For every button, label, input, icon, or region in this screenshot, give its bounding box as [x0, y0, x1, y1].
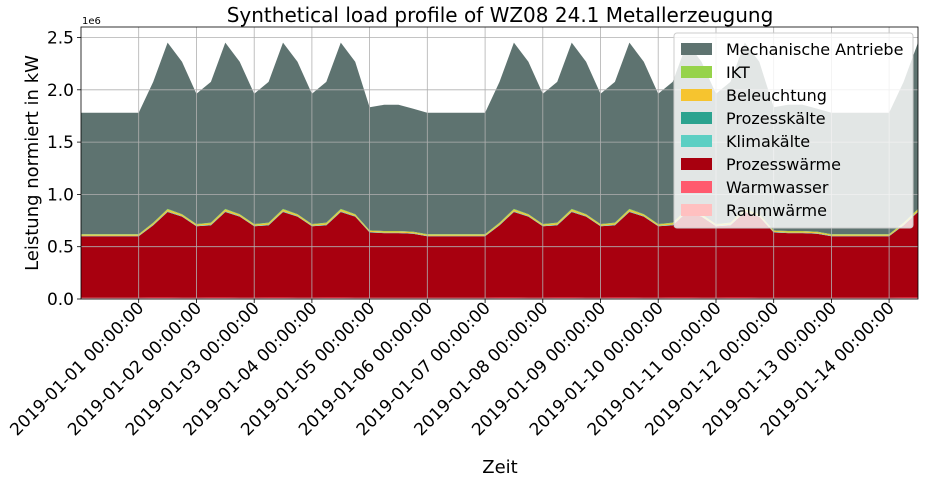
- legend-label-ikt: IKT: [726, 63, 750, 82]
- x-axis-label: Zeit: [482, 457, 517, 478]
- y-tick-label: 2.0: [47, 81, 74, 101]
- y-offset-label: 1e6: [82, 16, 101, 27]
- y-tick-label: 0.5: [47, 238, 74, 258]
- legend-label-klimakalte: Klimakälte: [726, 132, 810, 151]
- legend-swatch-prozesswarme: [681, 158, 712, 170]
- y-tick-label: 0.0: [47, 290, 74, 310]
- chart-title: Synthetical load profile of WZ08 24.1 Me…: [227, 3, 774, 27]
- legend-label-prozesskalte: Prozesskälte: [726, 109, 826, 128]
- plot-frame: [80, 26, 919, 300]
- legend-label-raumwarme: Raumwärme: [726, 201, 827, 220]
- legend-label-warmwasser: Warmwasser: [726, 178, 829, 197]
- legend-label-mechanische-antriebe: Mechanische Antriebe: [726, 40, 903, 59]
- area-prozesswarme: [81, 212, 918, 298]
- legend-swatch-mechanische-antriebe: [681, 43, 712, 55]
- y-tick-label: 1.5: [47, 133, 74, 153]
- y-tick-label: 2.5: [47, 29, 74, 49]
- legend-label-prozesswarme: Prozesswärme: [726, 155, 841, 174]
- legend-box: [673, 32, 914, 229]
- y-tick-label: 1.0: [47, 185, 74, 205]
- legend-swatch-warmwasser: [681, 181, 712, 193]
- legend-label-beleuchtung: Beleuchtung: [726, 86, 827, 105]
- legend-swatch-raumwarme: [681, 204, 712, 216]
- legend-swatch-klimakalte: [681, 135, 712, 147]
- legend-items: Mechanische Antriebe IKT Beleuchtung Prozes…: [681, 40, 903, 220]
- legend-swatch-ikt: [681, 66, 712, 78]
- legend: Mechanische Antriebe IKT Beleuchtung Prozes…: [673, 32, 914, 229]
- legend-swatch-beleuchtung: [681, 89, 712, 101]
- y-axis-label: Leistung normiert in kW: [22, 55, 43, 271]
- y-axis: 0.0 0.5 1.0 1.5 2.0 2.5: [47, 29, 81, 310]
- legend-swatch-prozesskalte: [681, 112, 712, 124]
- area-warmwasser: [81, 297, 918, 299]
